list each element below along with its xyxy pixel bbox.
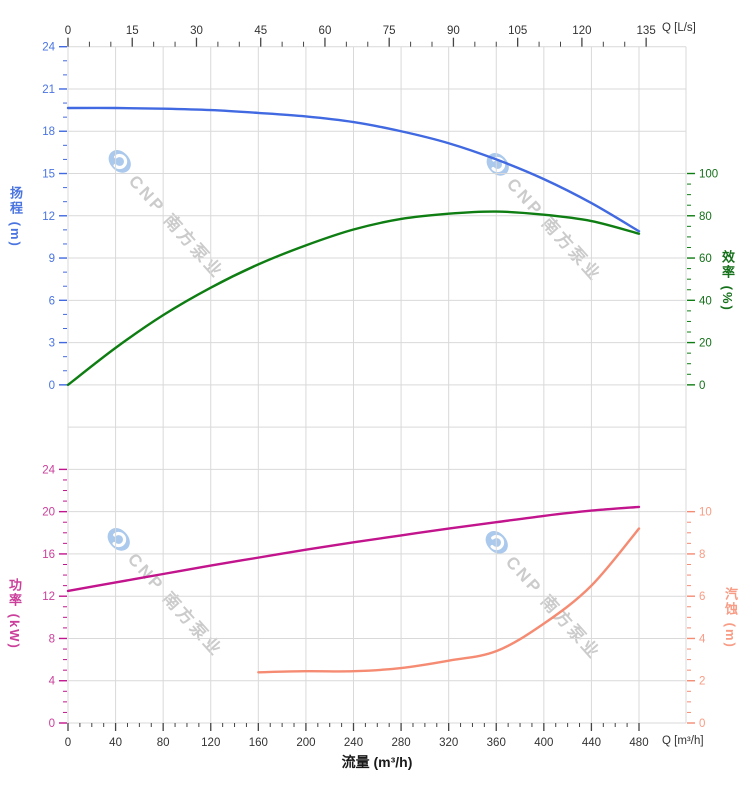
svg-text:60: 60: [319, 25, 332, 37]
svg-text:200: 200: [296, 737, 315, 749]
svg-text:12: 12: [42, 591, 55, 603]
y-axis-npsh: 0 2 4 6 8 10: [687, 507, 712, 730]
svg-text:40: 40: [699, 295, 712, 307]
svg-text:0: 0: [699, 380, 705, 392]
svg-text:20: 20: [42, 507, 55, 519]
svg-text:60: 60: [699, 253, 712, 265]
svg-text:15: 15: [126, 25, 139, 37]
svg-text:90: 90: [447, 25, 460, 37]
svg-text:80: 80: [699, 211, 712, 223]
svg-text:8: 8: [49, 633, 55, 645]
y-axis-title-efficiency: 效率 (%): [720, 250, 735, 312]
svg-text:100: 100: [699, 169, 718, 181]
svg-text:75: 75: [383, 25, 396, 37]
svg-text:280: 280: [391, 737, 410, 749]
svg-text:0: 0: [65, 25, 71, 37]
svg-text:0: 0: [699, 718, 705, 730]
svg-text:160: 160: [249, 737, 268, 749]
series-head: [66, 106, 641, 233]
y-axis-power: 0 4 8 12 16 20 24: [42, 464, 67, 730]
svg-text:45: 45: [254, 25, 267, 37]
svg-text:20: 20: [699, 338, 712, 350]
svg-text:6: 6: [49, 295, 55, 307]
svg-text:320: 320: [439, 737, 458, 749]
svg-text:18: 18: [42, 126, 55, 138]
svg-text:400: 400: [534, 737, 553, 749]
series-power: [66, 505, 641, 593]
svg-text:8: 8: [699, 549, 705, 561]
y-axis-title-power: 功率 (kW): [7, 578, 22, 650]
svg-text:24: 24: [42, 42, 55, 54]
svg-text:240: 240: [344, 737, 363, 749]
svg-text:80: 80: [157, 737, 170, 749]
svg-text:120: 120: [201, 737, 220, 749]
x-axis-bottom-unit-label: Q [m³/h]: [662, 735, 704, 747]
x-axis-top: 0 15 30 45 60 75 90 105 120 135: [65, 25, 656, 47]
grid: [67, 46, 687, 724]
svg-text:16: 16: [42, 549, 55, 561]
svg-text:360: 360: [487, 737, 506, 749]
svg-text:440: 440: [582, 737, 601, 749]
series-npsh: [257, 527, 641, 674]
svg-text:15: 15: [42, 169, 55, 181]
y-axis-title-npsh: 汽蚀 (m): [723, 587, 738, 649]
svg-text:40: 40: [109, 737, 122, 749]
svg-text:120: 120: [572, 25, 591, 37]
svg-text:105: 105: [508, 25, 527, 37]
svg-text:0: 0: [49, 718, 55, 730]
x-axis-top-unit-label: Q [L/s]: [662, 22, 696, 34]
svg-text:12: 12: [42, 211, 55, 223]
svg-text:0: 0: [49, 380, 55, 392]
svg-text:135: 135: [637, 25, 656, 37]
svg-text:30: 30: [190, 25, 203, 37]
y-axis-eff: 0 20 40 60 80 100: [687, 169, 718, 392]
svg-text:0: 0: [65, 737, 71, 749]
svg-text:6: 6: [699, 591, 705, 603]
svg-text:24: 24: [42, 464, 55, 476]
x-axis-title: 流量 (m³/h): [341, 754, 413, 770]
svg-text:9: 9: [49, 253, 55, 265]
x-axis-bottom: 0 40 80 120 160 200 240 280 320 360 400 440 480: [65, 723, 649, 749]
y-axis-title-head: 扬程 (m): [8, 186, 23, 248]
svg-text:4: 4: [699, 633, 706, 645]
svg-text:480: 480: [629, 737, 648, 749]
svg-text:3: 3: [49, 338, 55, 350]
svg-text:10: 10: [699, 507, 712, 519]
svg-text:4: 4: [49, 676, 56, 688]
svg-text:2: 2: [699, 676, 705, 688]
y-axis-head: 0 3 6 9 12 15 18 21 24: [42, 42, 67, 392]
svg-text:21: 21: [42, 84, 55, 96]
series-efficiency: [66, 210, 641, 387]
